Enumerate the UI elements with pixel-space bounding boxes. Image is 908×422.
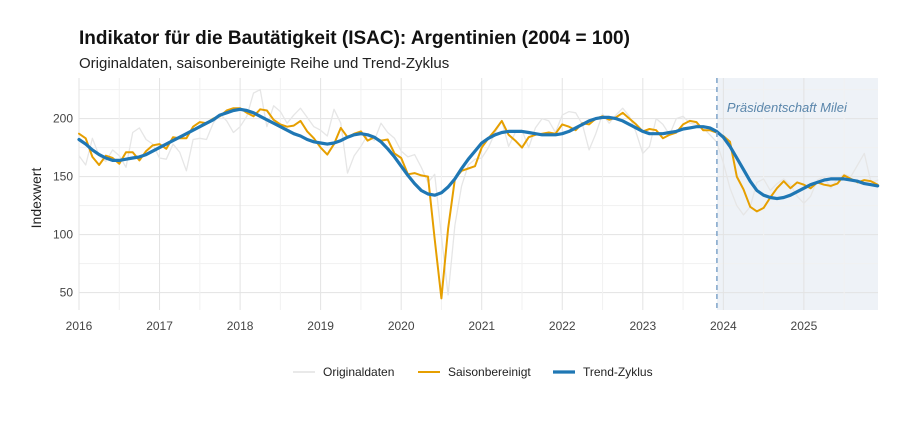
chart-title: Indikator für die Bautätigkeit (ISAC): A… — [79, 28, 630, 49]
annotation-praesidentschaft-milei: Präsidentschaft Milei — [727, 100, 848, 115]
shaded-region-milei — [716, 78, 878, 310]
x-tick-label: 2016 — [66, 319, 93, 333]
x-tick-label: 2024 — [710, 319, 737, 333]
x-tick-label: 2018 — [227, 319, 254, 333]
y-tick-label: 50 — [60, 286, 74, 300]
x-tick-label: 2019 — [307, 319, 334, 333]
y-axis-label: Indexwert — [28, 168, 44, 229]
x-tick-label: 2025 — [791, 319, 818, 333]
series-line-3 — [77, 107, 880, 201]
x-tick-label: 2020 — [388, 319, 415, 333]
x-tick-label: 2023 — [629, 319, 656, 333]
legend-label-2: Saisonbereinigt — [448, 365, 531, 379]
legend: Originaldaten Saisonbereinigt Trend-Zyklus — [293, 365, 653, 379]
y-tick-label: 100 — [53, 228, 73, 242]
legend-label-1: Originaldaten — [323, 365, 394, 379]
chart-subtitle: Originaldaten, saisonbereinigte Reihe un… — [79, 55, 449, 72]
x-tick-label: 2021 — [468, 319, 495, 333]
y-tick-label: 200 — [53, 112, 73, 126]
x-tick-label: 2017 — [146, 319, 173, 333]
x-tick-label: 2022 — [549, 319, 576, 333]
y-tick-label: 150 — [53, 170, 73, 184]
plot-area: 50 100 150 200 2016 2017 2018 2019 2020 2021 2022 2… — [53, 78, 880, 333]
legend-label-3: Trend-Zyklus — [583, 365, 653, 379]
